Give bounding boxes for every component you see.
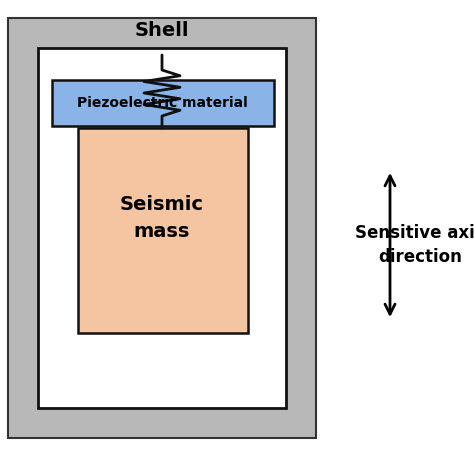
Bar bbox=[52, 80, 274, 126]
Text: Piezoelectric material: Piezoelectric material bbox=[77, 96, 247, 110]
Bar bbox=[38, 48, 286, 408]
Text: Shell: Shell bbox=[135, 21, 189, 40]
Text: Sensitive axis
direction: Sensitive axis direction bbox=[355, 224, 474, 267]
Text: Seismic
mass: Seismic mass bbox=[120, 195, 204, 241]
Bar bbox=[8, 18, 316, 438]
Bar bbox=[78, 128, 248, 333]
